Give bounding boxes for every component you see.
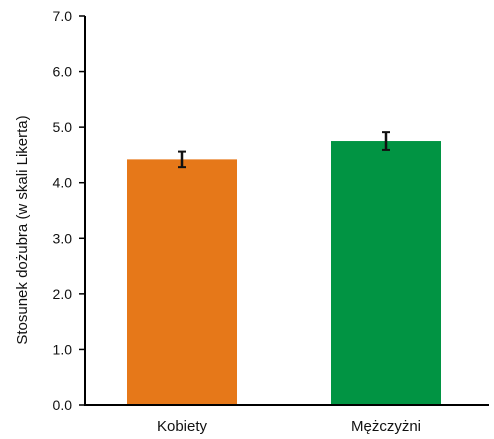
bar-1: [127, 159, 237, 405]
y-tick-label: 7.0: [53, 8, 73, 24]
bars: [127, 141, 441, 406]
x-category-label: Mężczyżni: [351, 418, 421, 435]
y-tick-label: 6.0: [53, 64, 73, 80]
y-axis-title: Stosunek dożubra (w skali Likerta): [14, 115, 31, 344]
y-tick-label: 4.0: [53, 175, 73, 191]
y-tick-label: 2.0: [53, 286, 73, 302]
bar-2: [331, 141, 441, 406]
x-axis-labels: Kobiety Mężczyżni: [157, 418, 421, 435]
y-tick-label: 5.0: [53, 119, 73, 135]
error-bars: [178, 131, 390, 169]
y-tick-label: 3.0: [53, 230, 73, 246]
y-tick-label: 0.0: [53, 397, 73, 413]
y-axis-ticks: 0.0 1.0 2.0 3.0 4.0 5.0 6.0 7.0: [53, 8, 85, 413]
x-category-label: Kobiety: [157, 418, 208, 435]
y-tick-label: 1.0: [53, 341, 73, 357]
